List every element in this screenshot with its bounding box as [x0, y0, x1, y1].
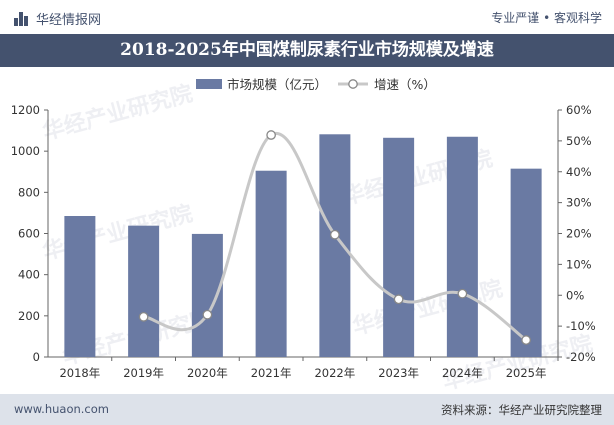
right-tick-label: 60%: [566, 103, 592, 117]
brand-name: 华经情报网: [36, 13, 102, 28]
left-tick-label: 0: [33, 350, 40, 364]
left-tick-label: 800: [18, 185, 40, 199]
chart: 0 200 400 600 800 1000 1200 -20% -10% 0% 10% 20% 30%…: [11, 77, 596, 380]
bar: [319, 134, 351, 357]
right-tick-label: 0%: [566, 288, 584, 302]
bar: [255, 170, 287, 357]
right-tick-label: 40%: [566, 165, 592, 179]
bar: [446, 136, 478, 357]
x-tick-label: 2023年: [378, 366, 419, 380]
left-tick-label: 400: [18, 268, 40, 282]
data-source: 资料来源：华经产业研究院整理: [441, 403, 602, 417]
growth-point: [521, 335, 531, 345]
x-tick-label: 2025年: [506, 366, 547, 380]
x-tick-label: 2021年: [251, 366, 292, 380]
legend-bar-swatch: [196, 79, 222, 89]
right-tick-label: 10%: [566, 257, 592, 271]
growth-point: [202, 309, 213, 320]
left-tick-label: 200: [18, 309, 40, 323]
bar: [128, 225, 160, 357]
growth-point: [457, 288, 468, 299]
footer-bar: www.huaon.com 资料来源：华经产业研究院整理: [0, 394, 614, 425]
growth-point: [138, 312, 149, 322]
x-tick-label: 2024年: [442, 366, 483, 380]
bar: [510, 168, 542, 357]
left-tick-label: 600: [18, 227, 40, 241]
legend-bar-label: 市场规模（亿元）: [227, 77, 327, 92]
growth-point: [330, 229, 340, 240]
left-tick-label: 1200: [11, 103, 40, 117]
legend-line-marker: [348, 79, 358, 89]
chart-title: 2018-2025年中国煤制尿素行业市场规模及增速: [120, 40, 494, 60]
x-tick-label: 2022年: [314, 366, 355, 380]
legend-line-label: 增速（%）: [374, 77, 436, 92]
left-tick-label: 1000: [11, 144, 40, 158]
right-tick-label: -10%: [566, 319, 596, 333]
right-tick-label: -20%: [566, 350, 596, 364]
logo-bars-icon: [14, 11, 28, 26]
x-tick-label: 2018年: [59, 366, 100, 380]
x-tick-label: 2019年: [123, 366, 164, 380]
right-tick-label: 50%: [566, 134, 592, 148]
bar: [64, 216, 96, 357]
growth-point: [266, 130, 276, 140]
site-url[interactable]: www.huaon.com: [14, 402, 109, 416]
top-bar: 华经情报网 专业严谨 • 客观科学: [0, 0, 614, 34]
x-tick-label: 2020年: [187, 366, 228, 380]
tagline: 专业严谨 • 客观科学: [491, 11, 602, 25]
bar: [383, 137, 415, 357]
brand-logo[interactable]: 华经情报网: [14, 9, 101, 28]
growth-point: [393, 294, 404, 305]
right-tick-label: 30%: [566, 196, 592, 210]
title-bar: 2018-2025年中国煤制尿素行业市场规模及增速: [0, 34, 614, 67]
right-tick-label: 20%: [566, 227, 592, 241]
